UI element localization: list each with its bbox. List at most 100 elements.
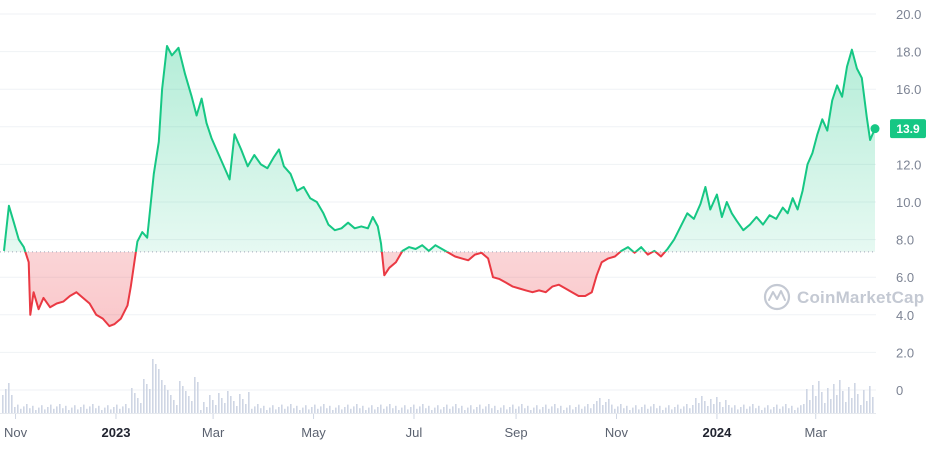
- volume-bar: [866, 401, 868, 413]
- volume-bar: [140, 403, 142, 413]
- volume-bar: [485, 406, 487, 413]
- volume-bar: [38, 407, 40, 413]
- volume-bar: [17, 404, 19, 413]
- volume-bar: [833, 384, 835, 413]
- coinmarketcap-watermark: CoinMarketCap: [763, 283, 924, 311]
- volume-bar: [299, 410, 301, 413]
- volume-bar: [635, 405, 637, 413]
- volume-bar: [626, 405, 628, 413]
- volume-bar: [572, 409, 574, 413]
- volume-bar: [281, 404, 283, 413]
- volume-bar: [692, 405, 694, 413]
- volume-bar: [602, 405, 604, 413]
- volume-bar: [869, 386, 871, 413]
- volume-bar: [494, 405, 496, 413]
- volume-bar: [503, 405, 505, 413]
- volume-bar: [266, 410, 268, 413]
- volume-bar: [113, 407, 115, 413]
- x-tick-label: May: [301, 425, 326, 440]
- volume-bar: [374, 409, 376, 413]
- volume-bar: [497, 410, 499, 413]
- volume-bar: [719, 402, 721, 413]
- volume-bar: [650, 406, 652, 413]
- volume-bar: [806, 389, 808, 413]
- volume-bar: [737, 409, 739, 413]
- x-axis: Nov 2023 Mar May Jul Sep Nov 2024 Mar: [4, 414, 828, 440]
- volume-bar: [194, 377, 196, 413]
- volume-bar: [62, 408, 64, 413]
- volume-bar: [239, 394, 241, 413]
- volume-bar: [683, 406, 685, 413]
- volume-bar: [308, 409, 310, 413]
- volume-bar: [521, 404, 523, 413]
- volume-bar: [515, 408, 517, 413]
- volume-bar: [428, 405, 430, 413]
- y-axis: 20.018.016.014.012.010.08.06.04.02.00: [896, 7, 921, 398]
- volume-bar: [188, 396, 190, 413]
- volume-bar: [491, 408, 493, 413]
- volume-bar: [422, 404, 424, 413]
- volume-bar: [830, 399, 832, 413]
- volume-bar: [20, 408, 22, 413]
- volume-bar: [203, 402, 205, 413]
- volume-bar: [665, 407, 667, 413]
- volume-bar: [824, 403, 826, 413]
- volume-bar: [419, 406, 421, 413]
- volume-bar: [302, 407, 304, 413]
- volume-bar: [362, 405, 364, 413]
- volume-bar: [524, 408, 526, 413]
- volume-bar: [791, 405, 793, 413]
- volume-bar: [92, 404, 94, 413]
- volume-bar: [65, 405, 67, 413]
- volume-bar: [839, 380, 841, 413]
- volume-bar: [470, 405, 472, 413]
- volume-bar: [500, 407, 502, 413]
- volume-bar: [815, 396, 817, 413]
- volume-bar: [311, 407, 313, 413]
- volume-bar: [410, 407, 412, 413]
- volume-bar: [509, 407, 511, 413]
- volume-bar: [767, 405, 769, 413]
- volume-bar: [293, 408, 295, 413]
- volume-bar: [449, 408, 451, 413]
- volume-bar: [740, 407, 742, 413]
- volume-bar: [233, 401, 235, 413]
- volume-bar: [518, 406, 520, 413]
- volume-bar: [347, 404, 349, 413]
- price-area-above-baseline: [4, 46, 875, 252]
- volume-bar: [242, 399, 244, 413]
- volume-bar: [167, 390, 169, 413]
- volume-bar: [44, 409, 46, 413]
- volume-bar: [623, 408, 625, 413]
- volume-bar: [257, 404, 259, 413]
- volume-bar: [605, 402, 607, 413]
- volume-bar: [644, 404, 646, 413]
- volume-bar: [764, 407, 766, 413]
- volume-bar: [446, 404, 448, 413]
- volume-bar: [551, 406, 553, 413]
- volume-bar: [359, 408, 361, 413]
- volume-bar: [341, 409, 343, 413]
- volume-bar: [722, 407, 724, 413]
- x-tick-label: Nov: [605, 425, 629, 440]
- volume-bar: [2, 395, 4, 413]
- volume-bar: [218, 393, 220, 413]
- volume-bar: [695, 398, 697, 413]
- volume-bar: [425, 408, 427, 413]
- volume-bar: [224, 403, 226, 413]
- volume-bar: [131, 388, 133, 413]
- volume-bar: [761, 410, 763, 413]
- volume-bar: [365, 410, 367, 413]
- current-price-tag: 13.9: [870, 119, 926, 139]
- volume-bar: [200, 410, 202, 413]
- volume-bar: [305, 405, 307, 413]
- volume-bar: [638, 409, 640, 413]
- volume-bar: [146, 384, 148, 413]
- volume-bar: [530, 410, 532, 413]
- volume-bar: [569, 405, 571, 413]
- volume-bar: [395, 405, 397, 413]
- volume-bar: [803, 404, 805, 413]
- x-tick-label: 2023: [102, 425, 131, 440]
